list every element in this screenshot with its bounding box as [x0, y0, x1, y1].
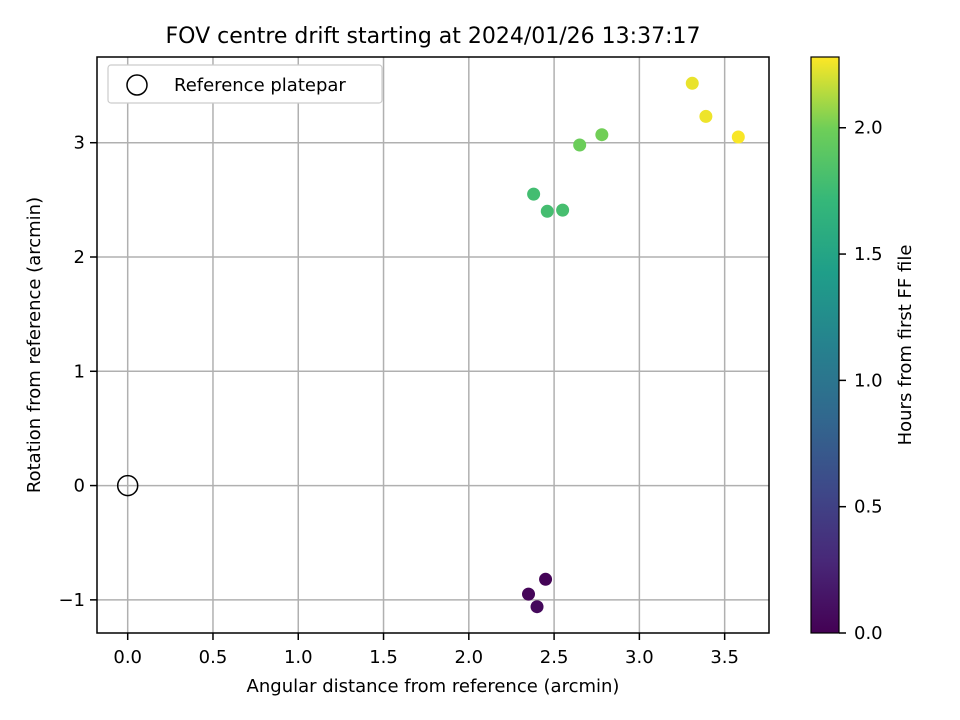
scatter-point: [527, 187, 541, 201]
reference-platepar-marker: [116, 474, 139, 497]
scatter-points: [522, 76, 745, 614]
y-tick-label: 1: [74, 361, 85, 382]
colorbar-tick-label: 1.5: [854, 244, 883, 265]
legend: Reference platepar: [107, 64, 383, 104]
x-tick-label: 2.5: [540, 647, 569, 668]
scatter-point: [685, 76, 699, 90]
y-tick-label: 3: [74, 133, 85, 154]
colorbar-ticks: 0.0 0.5 1.0 1.5 2.0: [839, 118, 883, 644]
x-tick-label: 1.5: [369, 647, 398, 668]
colorbar: 0.0 0.5 1.0 1.5 2.0 Hours from first FF file: [810, 56, 916, 644]
scatter-point: [699, 109, 713, 123]
colorbar-tick-label: 2.0: [854, 118, 883, 139]
scatter-point: [539, 572, 553, 586]
scatter-point: [595, 128, 609, 142]
x-axis-ticks: 0.0 0.5 1.0 1.5 2.0 2.5 3.0 3.5: [113, 633, 739, 668]
x-axis-label: Angular distance from reference (arcmin): [247, 676, 620, 697]
y-tick-label: 2: [74, 247, 85, 268]
scatter-point: [573, 138, 587, 152]
y-tick-label: 0: [74, 476, 85, 497]
x-tick-label: 2.0: [454, 647, 483, 668]
x-tick-label: 1.0: [284, 647, 313, 668]
grid: [97, 57, 769, 633]
colorbar-tick-label: 0.0: [854, 623, 883, 644]
colorbar-tick-label: 1.0: [854, 370, 883, 391]
x-tick-label: 3.5: [710, 647, 739, 668]
y-tick-label: −1: [58, 590, 85, 611]
y-axis-ticks: −1 0 1 2 3: [58, 133, 97, 611]
scatter-point: [556, 203, 570, 217]
legend-marker-reference: [126, 74, 148, 96]
chart-title: FOV centre drift starting at 2024/01/26 …: [166, 24, 701, 49]
x-tick-label: 0.5: [199, 647, 228, 668]
scatter-point: [731, 130, 745, 144]
legend-box: [107, 64, 383, 104]
colorbar-label: Hours from first FF file: [895, 245, 916, 446]
plot-frame: [96, 56, 770, 634]
legend-label-reference: Reference platepar: [174, 75, 346, 96]
x-tick-label: 0.0: [113, 647, 142, 668]
reference-layer: [116, 474, 139, 497]
y-axis-label: Rotation from reference (arcmin): [24, 197, 45, 493]
x-tick-label: 3.0: [625, 647, 654, 668]
colorbar-tick-label: 0.5: [854, 497, 883, 518]
scatter-point: [540, 204, 554, 218]
scatter-point: [522, 587, 536, 601]
scatter-point: [530, 600, 544, 614]
colorbar-gradient: [810, 56, 840, 634]
